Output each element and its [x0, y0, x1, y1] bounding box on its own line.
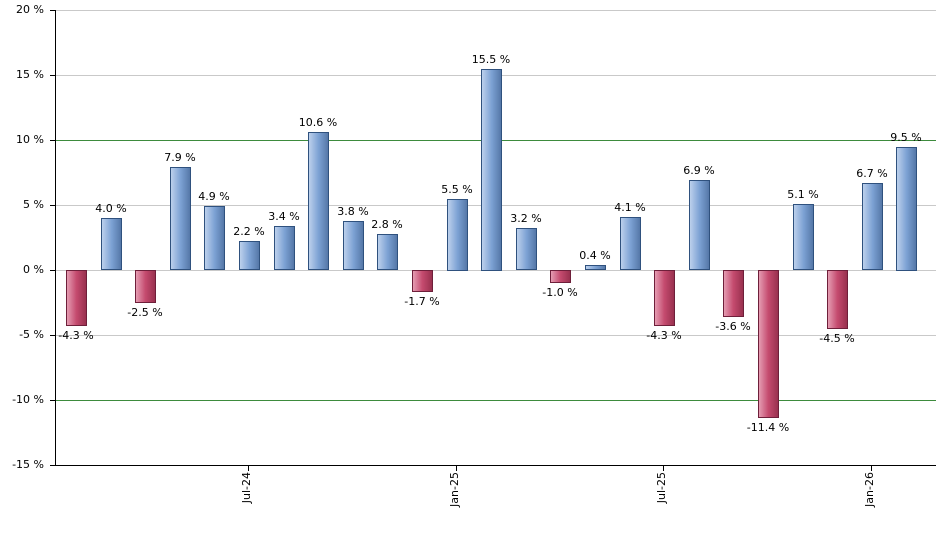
bar-value-label: 5.5 % [441, 183, 473, 196]
y-axis-label: 10 % [16, 133, 44, 146]
positive-bar [862, 183, 883, 270]
bar-value-label: 0.4 % [579, 249, 611, 262]
y-axis-tick [50, 75, 55, 76]
positive-bar [689, 180, 710, 270]
positive-bar [204, 206, 225, 270]
positive-bar [896, 147, 917, 271]
y-axis-tick [50, 400, 55, 401]
bar-value-label: -4.3 % [646, 329, 682, 342]
positive-bar [516, 228, 537, 270]
positive-bar [447, 199, 468, 271]
negative-bar [135, 270, 156, 303]
plot-area: -4.3 % 4.0 % -2.5 % 7.9 % 4.9 % 2.2 % 3.4 % 10.… [55, 10, 936, 466]
y-axis-tick [50, 10, 55, 11]
y-axis-tick [50, 140, 55, 141]
positive-bar [308, 132, 329, 270]
bar-value-label: 4.0 % [95, 202, 127, 215]
y-axis-label: 5 % [23, 198, 44, 211]
x-axis-label: Jan-25 [448, 472, 461, 507]
y-axis-tick [50, 270, 55, 271]
bar-value-label: 4.1 % [614, 201, 646, 214]
x-axis-label: Jan-26 [863, 472, 876, 507]
gridline [56, 10, 936, 11]
positive-bar [170, 167, 191, 270]
negative-bar [827, 270, 848, 329]
positive-bar [343, 221, 364, 270]
x-axis-tick [871, 466, 872, 471]
negative-bar [412, 270, 433, 292]
bar-value-label: 4.9 % [198, 190, 230, 203]
x-axis-label: Jul-25 [655, 472, 668, 504]
gridline [56, 335, 936, 336]
positive-bar [481, 69, 502, 271]
bar-value-label: -1.0 % [542, 286, 578, 299]
bar-value-label: 6.7 % [856, 167, 888, 180]
bar-value-label: -11.4 % [746, 421, 790, 434]
negative-bar [66, 270, 87, 326]
y-axis-tick [50, 465, 55, 466]
bar-value-label: 9.5 % [890, 131, 922, 144]
bar-value-label: -2.5 % [127, 306, 163, 319]
negative-bar [758, 270, 779, 418]
x-axis-tick [663, 466, 664, 471]
y-axis-label: 20 % [16, 3, 44, 16]
y-axis-tick [50, 205, 55, 206]
positive-bar [377, 234, 398, 270]
bar-value-label: 3.2 % [510, 212, 542, 225]
y-axis-label: -10 % [12, 393, 44, 406]
negative-bar [550, 270, 571, 283]
bar-value-label: -4.3 % [58, 329, 94, 342]
positive-bar [239, 241, 260, 270]
negative-bar [723, 270, 744, 317]
bar-value-label: 2.8 % [371, 218, 403, 231]
x-axis-label: Jul-24 [240, 472, 253, 504]
positive-bar [793, 204, 814, 270]
bar-value-label: 15.5 % [471, 53, 511, 66]
bar-value-label: 2.2 % [233, 225, 265, 238]
x-axis-tick [456, 466, 457, 471]
bar-value-label: 10.6 % [298, 116, 338, 129]
y-axis-label: 0 % [23, 263, 44, 276]
x-axis-tick [248, 466, 249, 471]
bar-value-label: -4.5 % [819, 332, 855, 345]
bar-value-label: 7.9 % [164, 151, 196, 164]
bar-value-label: -1.7 % [404, 295, 440, 308]
positive-bar [101, 218, 122, 270]
y-axis-tick [50, 335, 55, 336]
bar-value-label: -3.6 % [715, 320, 751, 333]
positive-bar [585, 265, 606, 270]
bar-value-label: 3.4 % [268, 210, 300, 223]
y-axis-label: 15 % [16, 68, 44, 81]
y-axis-label: -15 % [12, 458, 44, 471]
bar-value-label: 6.9 % [683, 164, 715, 177]
bar-value-label: 5.1 % [787, 188, 819, 201]
positive-bar [274, 226, 295, 270]
highlight-gridline [56, 400, 936, 401]
positive-bar [620, 217, 641, 270]
negative-bar [654, 270, 675, 326]
bar-value-label: 3.8 % [337, 205, 369, 218]
y-axis-label: -5 % [19, 328, 44, 341]
